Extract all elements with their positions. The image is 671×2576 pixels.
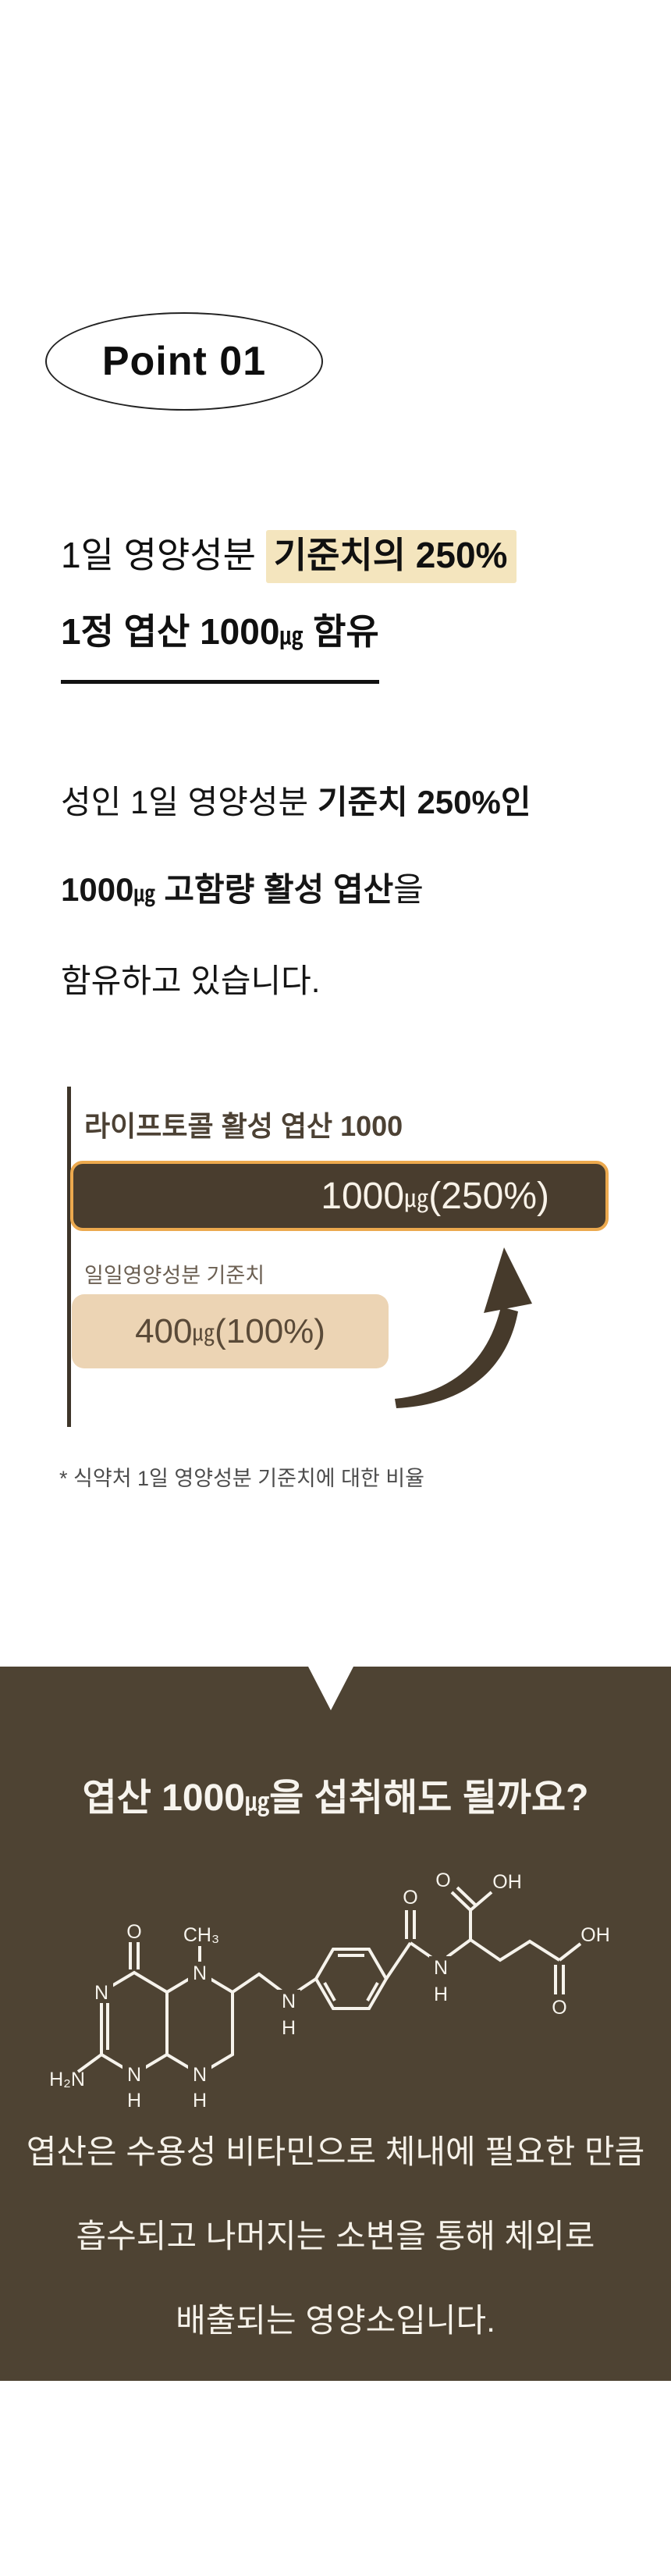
headline-highlight: 기준치의 250%	[265, 530, 517, 583]
intro-line2: 1000㎍ 고함량 활성 엽산을	[61, 846, 531, 938]
atom-label-oh: OH	[580, 1924, 610, 1946]
question-text: 엽산 1000	[82, 1777, 245, 1819]
intro-line2-bold: 고함량 활성 엽산	[154, 871, 394, 908]
bar-100-amount: 400	[135, 1311, 193, 1350]
intro-line1: 성인 1일 영양성분 기준치 250%인	[61, 759, 531, 846]
atom-label-n: N	[282, 1991, 296, 2012]
atom-label-o: O	[552, 1997, 566, 2019]
bar-250-percent: (250%)	[428, 1175, 549, 1217]
intro-paragraph: 성인 1일 영양성분 기준치 250%인 1000㎍ 고함량 활성 엽산을 함유…	[61, 759, 531, 1025]
microgram-unit: ㎍	[192, 1321, 215, 1346]
chart-axis-line	[67, 1087, 71, 1427]
headline: 1일 영양성분 기준치의 250% 1정 엽산 1000㎍ 함유	[61, 521, 517, 684]
atom-label-h: H	[193, 2090, 207, 2112]
intro-line1-bold: 기준치 250%인	[317, 784, 531, 820]
bar-100-percent: (100%)	[215, 1311, 325, 1350]
atom-label-h: H	[434, 1984, 448, 2005]
atom-label-n: N	[127, 2064, 141, 2086]
microgram-unit: ㎍	[133, 881, 155, 906]
question-heading: 엽산 1000㎍을 섭취해도 될까요?	[0, 1767, 671, 1821]
intro-line2-particle: 을	[393, 871, 424, 908]
atom-label-o: O	[126, 1921, 141, 1943]
atom-label-n: N	[193, 1962, 207, 1984]
folate-structure-diagram: O CH₃ N H₂N N H N N H N H O N H O OH OH …	[47, 1863, 624, 2113]
atom-label-oh: OH	[492, 1871, 522, 1893]
daily-value-label: 일일영양성분 기준치	[84, 1264, 265, 1287]
atom-label-n: N	[193, 2064, 207, 2086]
dark-paragraph-line3: 배출되는 영양소입니다.	[176, 2302, 495, 2339]
dark-paragraph-line1: 엽산은 수용성 비타민으로 체내에 필요한 만큼	[26, 2133, 645, 2170]
dark-paragraph-line2: 흡수되고 나머지는 소변을 통해 체외로	[76, 2218, 595, 2254]
atom-label-h: H	[127, 2090, 141, 2112]
headline-line1-prefix: 1일 영양성분	[61, 535, 266, 575]
question-text-suffix: 을 섭취해도 될까요?	[269, 1777, 589, 1819]
folate-structure-icon: O CH₃ N H₂N N H N N H N H O N H O OH OH …	[49, 1870, 610, 2112]
atom-label-n: N	[94, 1982, 108, 2004]
chart-title: 라이프토콜 활성 엽산 1000	[84, 1110, 403, 1142]
atom-label-o: O	[403, 1887, 417, 1909]
atom-label-h: H	[282, 2017, 296, 2039]
bar-250-amount: 1000	[321, 1175, 405, 1217]
atom-label-n: N	[434, 1957, 448, 1979]
atom-label-o: O	[435, 1870, 450, 1891]
point-badge: Point 01	[45, 312, 323, 411]
headline-line2-underlined: 1정 엽산 1000㎍ 함유	[61, 598, 379, 684]
microgram-unit: ㎍	[279, 624, 304, 649]
chart-bar-100: 400 ㎍ (100%)	[72, 1294, 389, 1368]
headline-line1: 1일 영양성분 기준치의 250%	[61, 521, 517, 589]
headline-line2-suffix: 함유	[303, 611, 379, 652]
atom-label-ch3: CH₃	[183, 1924, 219, 1946]
headline-line2: 1정 엽산 1000㎍ 함유	[61, 589, 517, 684]
chart-footnote: * 식약처 1일 영양성분 기준치에 대한 비율	[59, 1467, 424, 1490]
section-notch-triangle	[308, 1667, 353, 1710]
intro-line3: 함유하고 있습니다.	[61, 962, 321, 999]
dark-section: 엽산 1000㎍을 섭취해도 될까요?	[0, 1667, 671, 2381]
chart-bar-250: 1000 ㎍ (250%)	[70, 1161, 609, 1231]
headline-line2-text: 1정 엽산 1000	[61, 611, 280, 652]
atom-label-h2n: H₂N	[49, 2069, 85, 2090]
growth-arrow-icon	[385, 1243, 541, 1410]
point-badge-label: Point 01	[101, 339, 267, 384]
microgram-unit: ㎍	[404, 1184, 429, 1212]
microgram-unit: ㎍	[244, 1788, 270, 1816]
intro-line1-regular: 성인 1일 영양성분	[61, 784, 318, 820]
intro-line2-amount: 1000	[61, 871, 134, 908]
